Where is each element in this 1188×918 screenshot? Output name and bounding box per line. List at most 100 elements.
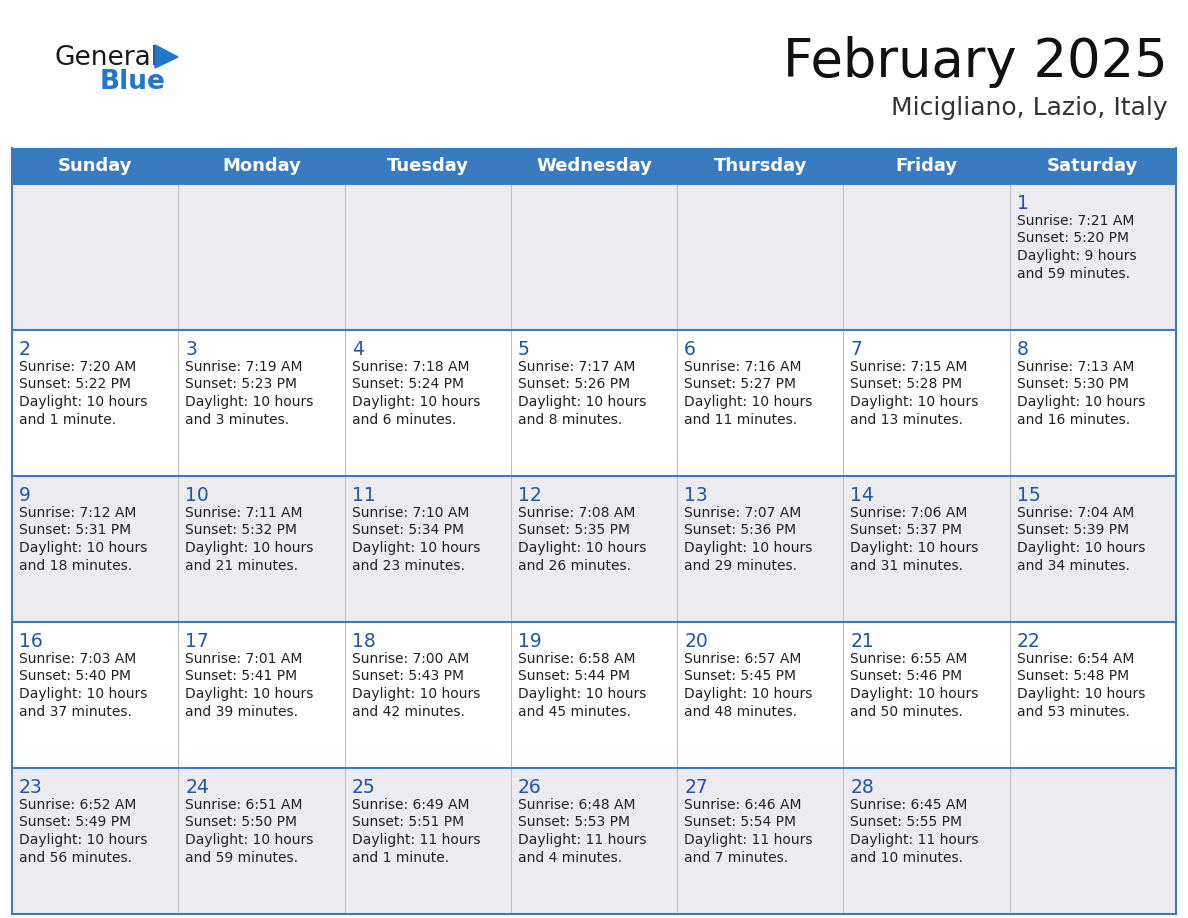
Text: 19: 19 — [518, 632, 542, 651]
Text: Daylight: 10 hours: Daylight: 10 hours — [684, 687, 813, 701]
Text: and 31 minutes.: and 31 minutes. — [851, 558, 963, 573]
Text: Sunday: Sunday — [58, 157, 132, 175]
Text: Sunrise: 7:20 AM: Sunrise: 7:20 AM — [19, 360, 137, 374]
Bar — [12, 330, 1176, 476]
Text: Sunrise: 6:48 AM: Sunrise: 6:48 AM — [518, 798, 636, 812]
Text: Daylight: 10 hours: Daylight: 10 hours — [185, 687, 314, 701]
Text: Sunrise: 7:04 AM: Sunrise: 7:04 AM — [1017, 506, 1135, 520]
Text: Sunset: 5:31 PM: Sunset: 5:31 PM — [19, 523, 131, 538]
Text: 14: 14 — [851, 486, 874, 505]
Text: Sunrise: 6:52 AM: Sunrise: 6:52 AM — [19, 798, 137, 812]
Text: Sunset: 5:27 PM: Sunset: 5:27 PM — [684, 377, 796, 391]
Text: Sunrise: 7:18 AM: Sunrise: 7:18 AM — [352, 360, 469, 374]
Text: Sunset: 5:28 PM: Sunset: 5:28 PM — [851, 377, 962, 391]
Text: 22: 22 — [1017, 632, 1041, 651]
Text: 1: 1 — [1017, 194, 1029, 213]
Text: 28: 28 — [851, 778, 874, 797]
Text: Sunrise: 6:55 AM: Sunrise: 6:55 AM — [851, 652, 968, 666]
Text: Friday: Friday — [896, 157, 958, 175]
Text: General: General — [55, 45, 159, 71]
Text: Daylight: 11 hours: Daylight: 11 hours — [518, 833, 646, 847]
Text: and 21 minutes.: and 21 minutes. — [185, 558, 298, 573]
Text: and 3 minutes.: and 3 minutes. — [185, 412, 290, 427]
Bar — [12, 184, 1176, 330]
Text: Sunset: 5:51 PM: Sunset: 5:51 PM — [352, 815, 463, 830]
Text: and 1 minute.: and 1 minute. — [19, 412, 116, 427]
Text: Sunrise: 6:58 AM: Sunrise: 6:58 AM — [518, 652, 636, 666]
Text: Sunrise: 7:15 AM: Sunrise: 7:15 AM — [851, 360, 968, 374]
Text: Daylight: 10 hours: Daylight: 10 hours — [684, 395, 813, 409]
Text: Daylight: 9 hours: Daylight: 9 hours — [1017, 249, 1137, 263]
Text: Sunset: 5:48 PM: Sunset: 5:48 PM — [1017, 669, 1129, 684]
Text: Sunrise: 7:10 AM: Sunrise: 7:10 AM — [352, 506, 469, 520]
Text: 23: 23 — [19, 778, 43, 797]
Text: and 11 minutes.: and 11 minutes. — [684, 412, 797, 427]
Text: Sunrise: 6:54 AM: Sunrise: 6:54 AM — [1017, 652, 1135, 666]
Text: Sunrise: 7:06 AM: Sunrise: 7:06 AM — [851, 506, 968, 520]
Text: Sunset: 5:50 PM: Sunset: 5:50 PM — [185, 815, 297, 830]
Text: Sunset: 5:54 PM: Sunset: 5:54 PM — [684, 815, 796, 830]
Text: and 13 minutes.: and 13 minutes. — [851, 412, 963, 427]
Text: Daylight: 10 hours: Daylight: 10 hours — [185, 541, 314, 555]
Text: 25: 25 — [352, 778, 375, 797]
Text: Sunset: 5:55 PM: Sunset: 5:55 PM — [851, 815, 962, 830]
Text: 26: 26 — [518, 778, 542, 797]
Text: Tuesday: Tuesday — [387, 157, 469, 175]
Text: and 59 minutes.: and 59 minutes. — [185, 850, 298, 865]
Text: 7: 7 — [851, 340, 862, 359]
Text: Sunset: 5:20 PM: Sunset: 5:20 PM — [1017, 231, 1129, 245]
Text: Sunrise: 6:49 AM: Sunrise: 6:49 AM — [352, 798, 469, 812]
Text: and 50 minutes.: and 50 minutes. — [851, 704, 963, 719]
Text: Daylight: 10 hours: Daylight: 10 hours — [1017, 541, 1145, 555]
Text: and 1 minute.: and 1 minute. — [352, 850, 449, 865]
Text: Daylight: 10 hours: Daylight: 10 hours — [352, 687, 480, 701]
Bar — [12, 622, 1176, 768]
Text: Sunset: 5:34 PM: Sunset: 5:34 PM — [352, 523, 463, 538]
Text: Daylight: 10 hours: Daylight: 10 hours — [185, 395, 314, 409]
Text: Daylight: 10 hours: Daylight: 10 hours — [352, 395, 480, 409]
Text: Sunrise: 6:46 AM: Sunrise: 6:46 AM — [684, 798, 802, 812]
Text: Daylight: 10 hours: Daylight: 10 hours — [518, 687, 646, 701]
Text: Wednesday: Wednesday — [536, 157, 652, 175]
Text: 20: 20 — [684, 632, 708, 651]
Text: Daylight: 11 hours: Daylight: 11 hours — [684, 833, 813, 847]
Text: Daylight: 10 hours: Daylight: 10 hours — [19, 833, 147, 847]
Text: February 2025: February 2025 — [783, 36, 1168, 88]
Text: Sunset: 5:39 PM: Sunset: 5:39 PM — [1017, 523, 1129, 538]
Text: Blue: Blue — [100, 69, 166, 95]
Text: Daylight: 10 hours: Daylight: 10 hours — [19, 395, 147, 409]
Text: 3: 3 — [185, 340, 197, 359]
Text: Daylight: 10 hours: Daylight: 10 hours — [851, 395, 979, 409]
Text: and 42 minutes.: and 42 minutes. — [352, 704, 465, 719]
Text: 16: 16 — [19, 632, 43, 651]
Text: Sunrise: 7:16 AM: Sunrise: 7:16 AM — [684, 360, 802, 374]
Text: Sunrise: 6:57 AM: Sunrise: 6:57 AM — [684, 652, 802, 666]
Polygon shape — [154, 45, 178, 68]
Text: Sunrise: 7:13 AM: Sunrise: 7:13 AM — [1017, 360, 1135, 374]
Text: Sunset: 5:45 PM: Sunset: 5:45 PM — [684, 669, 796, 684]
Text: 8: 8 — [1017, 340, 1029, 359]
Text: 27: 27 — [684, 778, 708, 797]
Text: and 34 minutes.: and 34 minutes. — [1017, 558, 1130, 573]
Text: Daylight: 10 hours: Daylight: 10 hours — [518, 395, 646, 409]
Text: Daylight: 10 hours: Daylight: 10 hours — [19, 687, 147, 701]
Text: Sunrise: 7:19 AM: Sunrise: 7:19 AM — [185, 360, 303, 374]
Text: Monday: Monday — [222, 157, 301, 175]
Text: Sunset: 5:23 PM: Sunset: 5:23 PM — [185, 377, 297, 391]
Text: Sunset: 5:44 PM: Sunset: 5:44 PM — [518, 669, 630, 684]
Text: and 53 minutes.: and 53 minutes. — [1017, 704, 1130, 719]
Text: 2: 2 — [19, 340, 31, 359]
Text: 24: 24 — [185, 778, 209, 797]
Text: 13: 13 — [684, 486, 708, 505]
Text: Sunrise: 7:12 AM: Sunrise: 7:12 AM — [19, 506, 137, 520]
Text: Daylight: 11 hours: Daylight: 11 hours — [352, 833, 480, 847]
Text: Sunset: 5:30 PM: Sunset: 5:30 PM — [1017, 377, 1129, 391]
Text: Daylight: 10 hours: Daylight: 10 hours — [1017, 395, 1145, 409]
Text: Thursday: Thursday — [714, 157, 807, 175]
Text: 5: 5 — [518, 340, 530, 359]
Text: 6: 6 — [684, 340, 696, 359]
Text: Daylight: 10 hours: Daylight: 10 hours — [851, 687, 979, 701]
Text: Daylight: 10 hours: Daylight: 10 hours — [185, 833, 314, 847]
Text: 17: 17 — [185, 632, 209, 651]
Text: and 4 minutes.: and 4 minutes. — [518, 850, 623, 865]
